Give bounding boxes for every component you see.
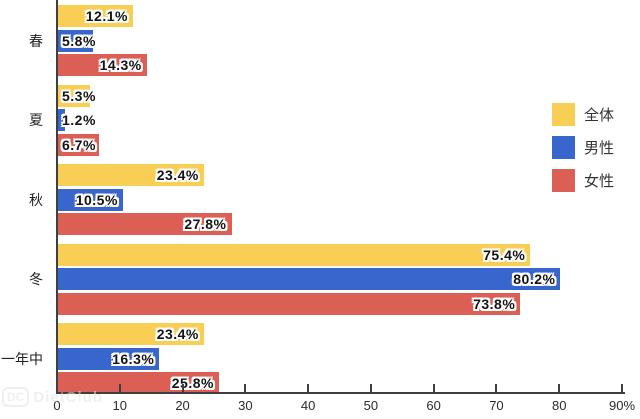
x-axis-tick-label: 30: [238, 398, 253, 413]
bar-value-label: 10.5%: [75, 191, 118, 208]
legend-swatch-josei: [552, 169, 575, 192]
x-axis-tick-label: 60: [426, 398, 441, 413]
legend-item-dansei: 男性: [552, 136, 614, 159]
legend-label-zentai: 全体: [584, 107, 615, 124]
legend-item-josei: 女性: [552, 169, 614, 192]
category-label-1: 夏: [29, 112, 43, 129]
bar-value-label: 27.8%: [184, 216, 227, 232]
bar-value-label: 5.8%: [62, 32, 96, 49]
legend-swatch-zentai: [552, 103, 575, 126]
x-axis-tick: [432, 384, 435, 392]
legend-label-josei: 女性: [584, 173, 615, 190]
x-axis-line: [56, 392, 625, 394]
bar-value-label: 16.3%: [112, 350, 155, 367]
x-axis-tick: [369, 384, 372, 392]
bar-value-label: 5.3%: [62, 87, 96, 104]
legend: 全体 男性 女性: [552, 103, 614, 202]
x-axis-tick: [181, 384, 184, 392]
legend-swatch-dansei: [552, 136, 575, 159]
watermark-logo-icon: DC: [2, 387, 30, 407]
x-axis-tick-label: 50: [363, 398, 379, 413]
bar-josei-cat1: 6.7%: [57, 133, 100, 156]
x-axis-tick: [558, 384, 561, 392]
bar-dansei-cat1: 1.2%: [57, 109, 95, 131]
bar-dansei-cat0: 5.8%: [57, 29, 96, 52]
y-axis-line: [56, 0, 58, 394]
x-axis-tick: [621, 384, 623, 392]
bar-value-label: 1.2%: [62, 112, 96, 128]
category-label-2: 秋: [29, 191, 43, 208]
x-axis-tick: [495, 384, 498, 392]
bar-value-label: 12.1%: [85, 8, 128, 24]
bar-zentai-cat0: 12.1%: [57, 5, 133, 27]
bar-value-label: 23.4%: [156, 167, 199, 183]
x-axis-tick-label: 70: [489, 398, 504, 413]
x-axis-tick-label: 90%: [608, 398, 636, 413]
bar-value-label: 80.2%: [513, 271, 556, 287]
bar-josei-cat0: 14.3%: [57, 54, 147, 76]
bar-dansei-cat3: 80.2%: [57, 268, 561, 290]
category-label-4: 一年中: [1, 350, 43, 367]
bar-value-label: 25.8%: [171, 375, 214, 391]
category-label-0: 春: [29, 32, 43, 49]
bar-value-label: 75.4%: [483, 246, 526, 263]
bar-zentai-cat2: 23.4%: [57, 164, 204, 186]
bar-dansei-cat2: 10.5%: [57, 188, 123, 211]
bar-value-label: 14.3%: [99, 57, 142, 73]
bar-josei-cat2: 27.8%: [57, 213, 232, 235]
x-axis-tick-label: 10: [112, 398, 127, 413]
bar-zentai-cat4: 23.4%: [57, 323, 204, 345]
bar-value-label: 73.8%: [473, 295, 516, 312]
x-axis-tick-label: 80: [551, 398, 567, 413]
x-axis-tick: [118, 384, 121, 392]
x-axis-tick-label: 40: [300, 398, 316, 413]
bar-josei-cat4: 25.8%: [57, 372, 219, 394]
x-axis-tick: [307, 384, 310, 392]
bar-zentai-cat3: 75.4%: [57, 243, 531, 266]
x-axis-tick-label: 0: [53, 398, 61, 413]
legend-item-zentai: 全体: [552, 103, 614, 126]
category-label-3: 冬: [29, 271, 43, 288]
x-axis-tick: [244, 384, 247, 392]
x-axis-tick-label: 20: [175, 398, 190, 413]
bar-value-label: 23.4%: [156, 326, 199, 342]
bar-value-label: 6.7%: [62, 136, 96, 153]
bar-dansei-cat4: 16.3%: [57, 347, 160, 370]
legend-label-dansei: 男性: [584, 140, 615, 157]
bar-josei-cat3: 73.8%: [57, 292, 521, 315]
bar-zentai-cat1: 5.3%: [57, 84, 95, 107]
